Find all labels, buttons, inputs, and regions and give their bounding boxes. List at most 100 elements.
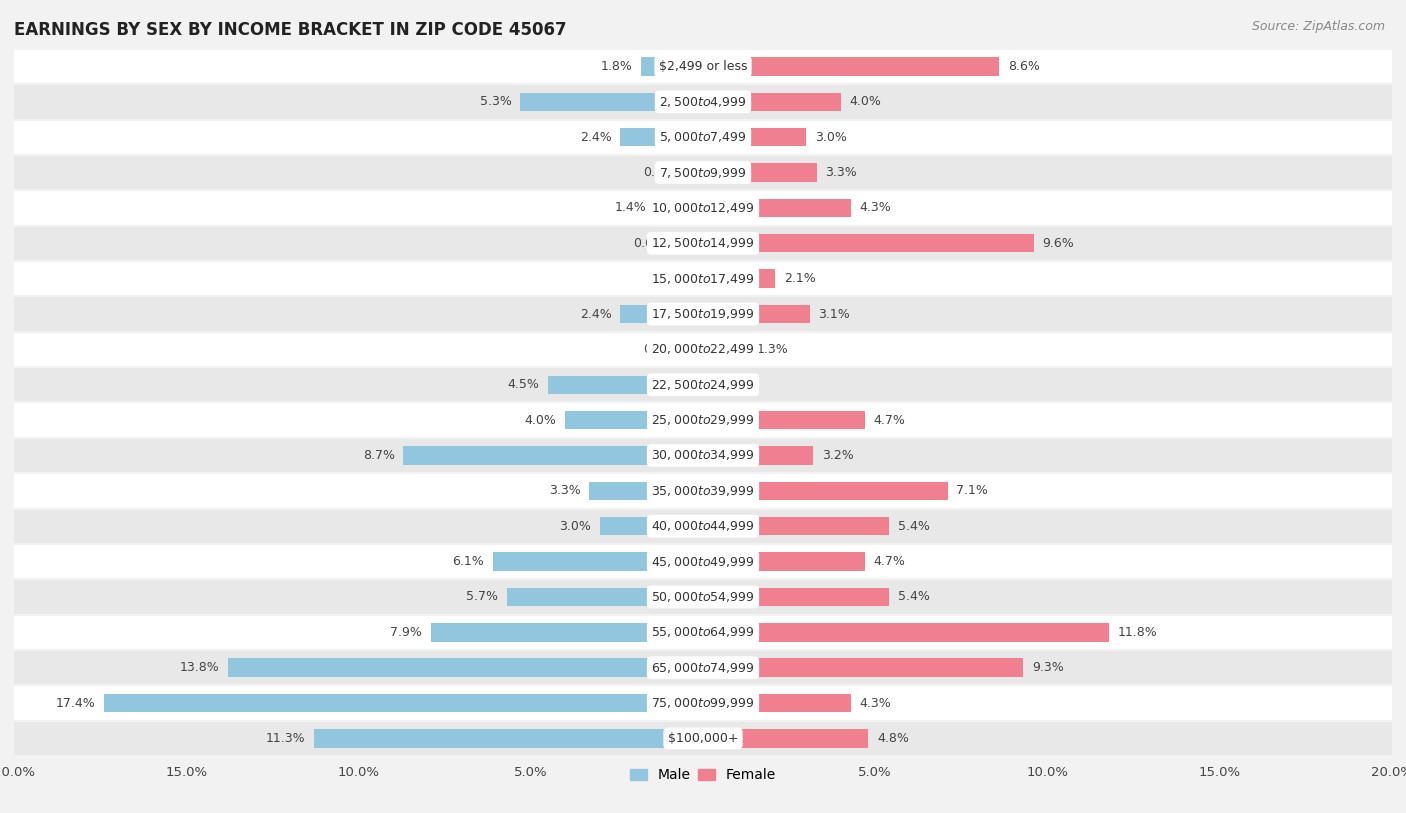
Text: 13.8%: 13.8% xyxy=(180,661,219,674)
Text: 2.1%: 2.1% xyxy=(785,272,815,285)
Text: 0.63%: 0.63% xyxy=(633,237,672,250)
Text: 1.8%: 1.8% xyxy=(600,60,633,73)
Bar xyxy=(703,588,889,606)
Text: 8.6%: 8.6% xyxy=(1008,60,1039,73)
Bar xyxy=(14,437,1392,473)
Bar xyxy=(703,411,865,429)
Bar xyxy=(703,693,851,712)
Bar xyxy=(404,446,703,465)
Text: 11.8%: 11.8% xyxy=(1118,626,1157,639)
Bar xyxy=(620,128,703,146)
Bar xyxy=(703,517,889,536)
Text: $2,499 or less: $2,499 or less xyxy=(659,60,747,73)
Bar xyxy=(692,340,703,359)
Bar xyxy=(506,588,703,606)
Bar xyxy=(599,517,703,536)
Bar xyxy=(641,57,703,76)
Text: 5.7%: 5.7% xyxy=(465,590,498,603)
Bar xyxy=(14,402,1392,437)
Bar xyxy=(703,305,810,324)
Text: 7.9%: 7.9% xyxy=(391,626,422,639)
Bar xyxy=(14,685,1392,720)
Text: $65,000 to $74,999: $65,000 to $74,999 xyxy=(651,661,755,675)
Text: 6.1%: 6.1% xyxy=(453,555,484,568)
Text: $100,000+: $100,000+ xyxy=(668,732,738,745)
Text: 4.7%: 4.7% xyxy=(873,555,905,568)
Bar xyxy=(565,411,703,429)
Text: 0.24%: 0.24% xyxy=(720,378,759,391)
Text: $20,000 to $22,499: $20,000 to $22,499 xyxy=(651,342,755,356)
Bar xyxy=(14,544,1392,579)
Bar xyxy=(703,552,865,571)
Text: $25,000 to $29,999: $25,000 to $29,999 xyxy=(651,413,755,427)
Bar xyxy=(548,376,703,394)
Bar xyxy=(14,650,1392,685)
Text: 5.3%: 5.3% xyxy=(479,95,512,108)
Text: $40,000 to $44,999: $40,000 to $44,999 xyxy=(651,520,755,533)
Bar xyxy=(104,693,703,712)
Bar xyxy=(14,615,1392,650)
Text: 9.3%: 9.3% xyxy=(1032,661,1064,674)
Text: 5.4%: 5.4% xyxy=(897,520,929,533)
Bar xyxy=(14,332,1392,367)
Text: $30,000 to $34,999: $30,000 to $34,999 xyxy=(651,449,755,463)
Text: 3.3%: 3.3% xyxy=(825,166,858,179)
Text: $35,000 to $39,999: $35,000 to $39,999 xyxy=(651,484,755,498)
Bar xyxy=(703,376,711,394)
Bar xyxy=(703,57,1000,76)
Text: 4.3%: 4.3% xyxy=(859,202,891,215)
Bar xyxy=(14,49,1392,85)
Text: 11.3%: 11.3% xyxy=(266,732,305,745)
Text: 0.0%: 0.0% xyxy=(662,272,695,285)
Bar xyxy=(14,720,1392,756)
Bar xyxy=(703,659,1024,677)
Text: 4.8%: 4.8% xyxy=(877,732,908,745)
Bar xyxy=(14,509,1392,544)
Text: 0.33%: 0.33% xyxy=(644,343,683,356)
Text: $22,500 to $24,999: $22,500 to $24,999 xyxy=(651,378,755,392)
Text: $50,000 to $54,999: $50,000 to $54,999 xyxy=(651,590,755,604)
Text: $17,500 to $19,999: $17,500 to $19,999 xyxy=(651,307,755,321)
Text: $55,000 to $64,999: $55,000 to $64,999 xyxy=(651,625,755,639)
Bar xyxy=(703,234,1033,253)
Bar xyxy=(430,623,703,641)
Bar xyxy=(14,473,1392,509)
Text: 4.0%: 4.0% xyxy=(849,95,882,108)
Text: $45,000 to $49,999: $45,000 to $49,999 xyxy=(651,554,755,568)
Bar xyxy=(14,155,1392,190)
Text: EARNINGS BY SEX BY INCOME BRACKET IN ZIP CODE 45067: EARNINGS BY SEX BY INCOME BRACKET IN ZIP… xyxy=(14,21,567,39)
Text: 0.33%: 0.33% xyxy=(644,166,683,179)
Text: 3.0%: 3.0% xyxy=(815,131,846,144)
Text: 3.3%: 3.3% xyxy=(548,485,581,498)
Text: $75,000 to $99,999: $75,000 to $99,999 xyxy=(651,696,755,710)
Text: 1.3%: 1.3% xyxy=(756,343,789,356)
Text: 2.4%: 2.4% xyxy=(579,307,612,320)
Text: 4.0%: 4.0% xyxy=(524,414,557,427)
Bar xyxy=(589,481,703,500)
Text: 3.1%: 3.1% xyxy=(818,307,851,320)
Text: $12,500 to $14,999: $12,500 to $14,999 xyxy=(651,237,755,250)
Bar xyxy=(703,481,948,500)
Text: Source: ZipAtlas.com: Source: ZipAtlas.com xyxy=(1251,20,1385,33)
Bar xyxy=(703,93,841,111)
Bar xyxy=(703,729,869,748)
Bar xyxy=(520,93,703,111)
Bar xyxy=(703,340,748,359)
Bar xyxy=(314,729,703,748)
Bar xyxy=(14,579,1392,615)
Bar xyxy=(14,367,1392,402)
Text: 17.4%: 17.4% xyxy=(55,697,96,710)
Bar xyxy=(682,234,703,253)
Text: 4.5%: 4.5% xyxy=(508,378,540,391)
Bar xyxy=(14,226,1392,261)
Bar xyxy=(14,85,1392,120)
Bar xyxy=(494,552,703,571)
Bar xyxy=(655,198,703,217)
Bar xyxy=(14,297,1392,332)
Bar xyxy=(703,623,1109,641)
Bar xyxy=(14,190,1392,226)
Text: 4.7%: 4.7% xyxy=(873,414,905,427)
Bar xyxy=(703,128,807,146)
Bar xyxy=(703,446,813,465)
Text: $7,500 to $9,999: $7,500 to $9,999 xyxy=(659,166,747,180)
